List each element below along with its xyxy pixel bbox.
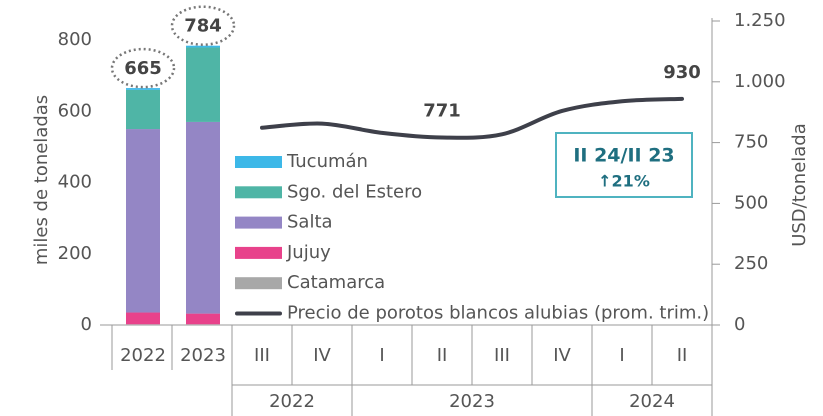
x-tick-label: II	[677, 345, 688, 366]
bar-segment	[126, 324, 160, 325]
price-line	[260, 96, 684, 140]
y2-axis-label: USD/tonelada	[789, 123, 810, 247]
legend-swatch	[235, 277, 282, 290]
y2-tick-label: 0	[734, 314, 745, 335]
legend-label: Jujuy	[286, 242, 331, 263]
total-label: 665	[124, 58, 162, 79]
legend-swatch	[235, 156, 282, 168]
y-tick-label: 0	[81, 314, 92, 335]
bar-segment	[126, 129, 160, 313]
annotation-change: ↑21%	[598, 172, 650, 191]
legend-swatch	[235, 216, 282, 229]
bar-segment	[186, 121, 220, 314]
bar-segment	[186, 313, 220, 325]
legend-label: Tucumán	[286, 151, 368, 172]
y-axis-label: miles de toneladas	[31, 95, 52, 265]
bar-segment	[186, 45, 220, 48]
total-ring	[170, 5, 236, 46]
x-tick-label: III	[494, 345, 510, 366]
y2-tick-label: 1.250	[734, 10, 786, 31]
bar-segment	[126, 312, 160, 325]
x-tick-label: IV	[553, 345, 571, 366]
year-label: 2022	[269, 391, 315, 412]
annotation-box	[555, 132, 693, 198]
y-tick-label: 200	[58, 243, 92, 264]
bar-segment	[186, 47, 220, 122]
data-label: 771	[423, 100, 461, 121]
y2-tick-label: 500	[734, 192, 768, 213]
legend-label: Precio de porotos blancos alubias (prom.…	[287, 303, 709, 324]
data-label: 930	[663, 62, 701, 83]
y2-tick-label: 250	[734, 253, 768, 274]
year-label: 2023	[449, 391, 495, 412]
bar-segment	[126, 89, 160, 130]
legend-swatch	[235, 246, 282, 259]
x-tick-label: I	[619, 345, 624, 366]
x-tick-label: IV	[313, 345, 331, 366]
legend-label: Sgo. del Estero	[287, 181, 422, 202]
annotation-title: II 24/II 23	[573, 145, 674, 167]
x-tick-label: I	[379, 345, 384, 366]
legend-swatch	[235, 186, 282, 199]
y2-tick-label: 750	[734, 132, 768, 153]
bar-segment	[186, 324, 220, 325]
legend-label: Catamarca	[287, 272, 385, 293]
year-label: 2024	[629, 391, 675, 412]
x-tick-label: III	[254, 345, 270, 366]
y-tick-label: 400	[58, 172, 92, 193]
y-tick-label: 600	[58, 100, 92, 121]
x-tick-label: II	[437, 345, 448, 366]
y2-tick-label: 1.000	[734, 71, 786, 92]
total-label: 784	[184, 16, 222, 37]
x-tick-label: 2023	[180, 345, 226, 366]
y-tick-label: 800	[58, 29, 92, 50]
bar-segment	[126, 88, 160, 90]
legend-label: Salta	[287, 212, 333, 233]
x-tick-label: 2022	[120, 345, 166, 366]
total-ring	[110, 47, 176, 89]
